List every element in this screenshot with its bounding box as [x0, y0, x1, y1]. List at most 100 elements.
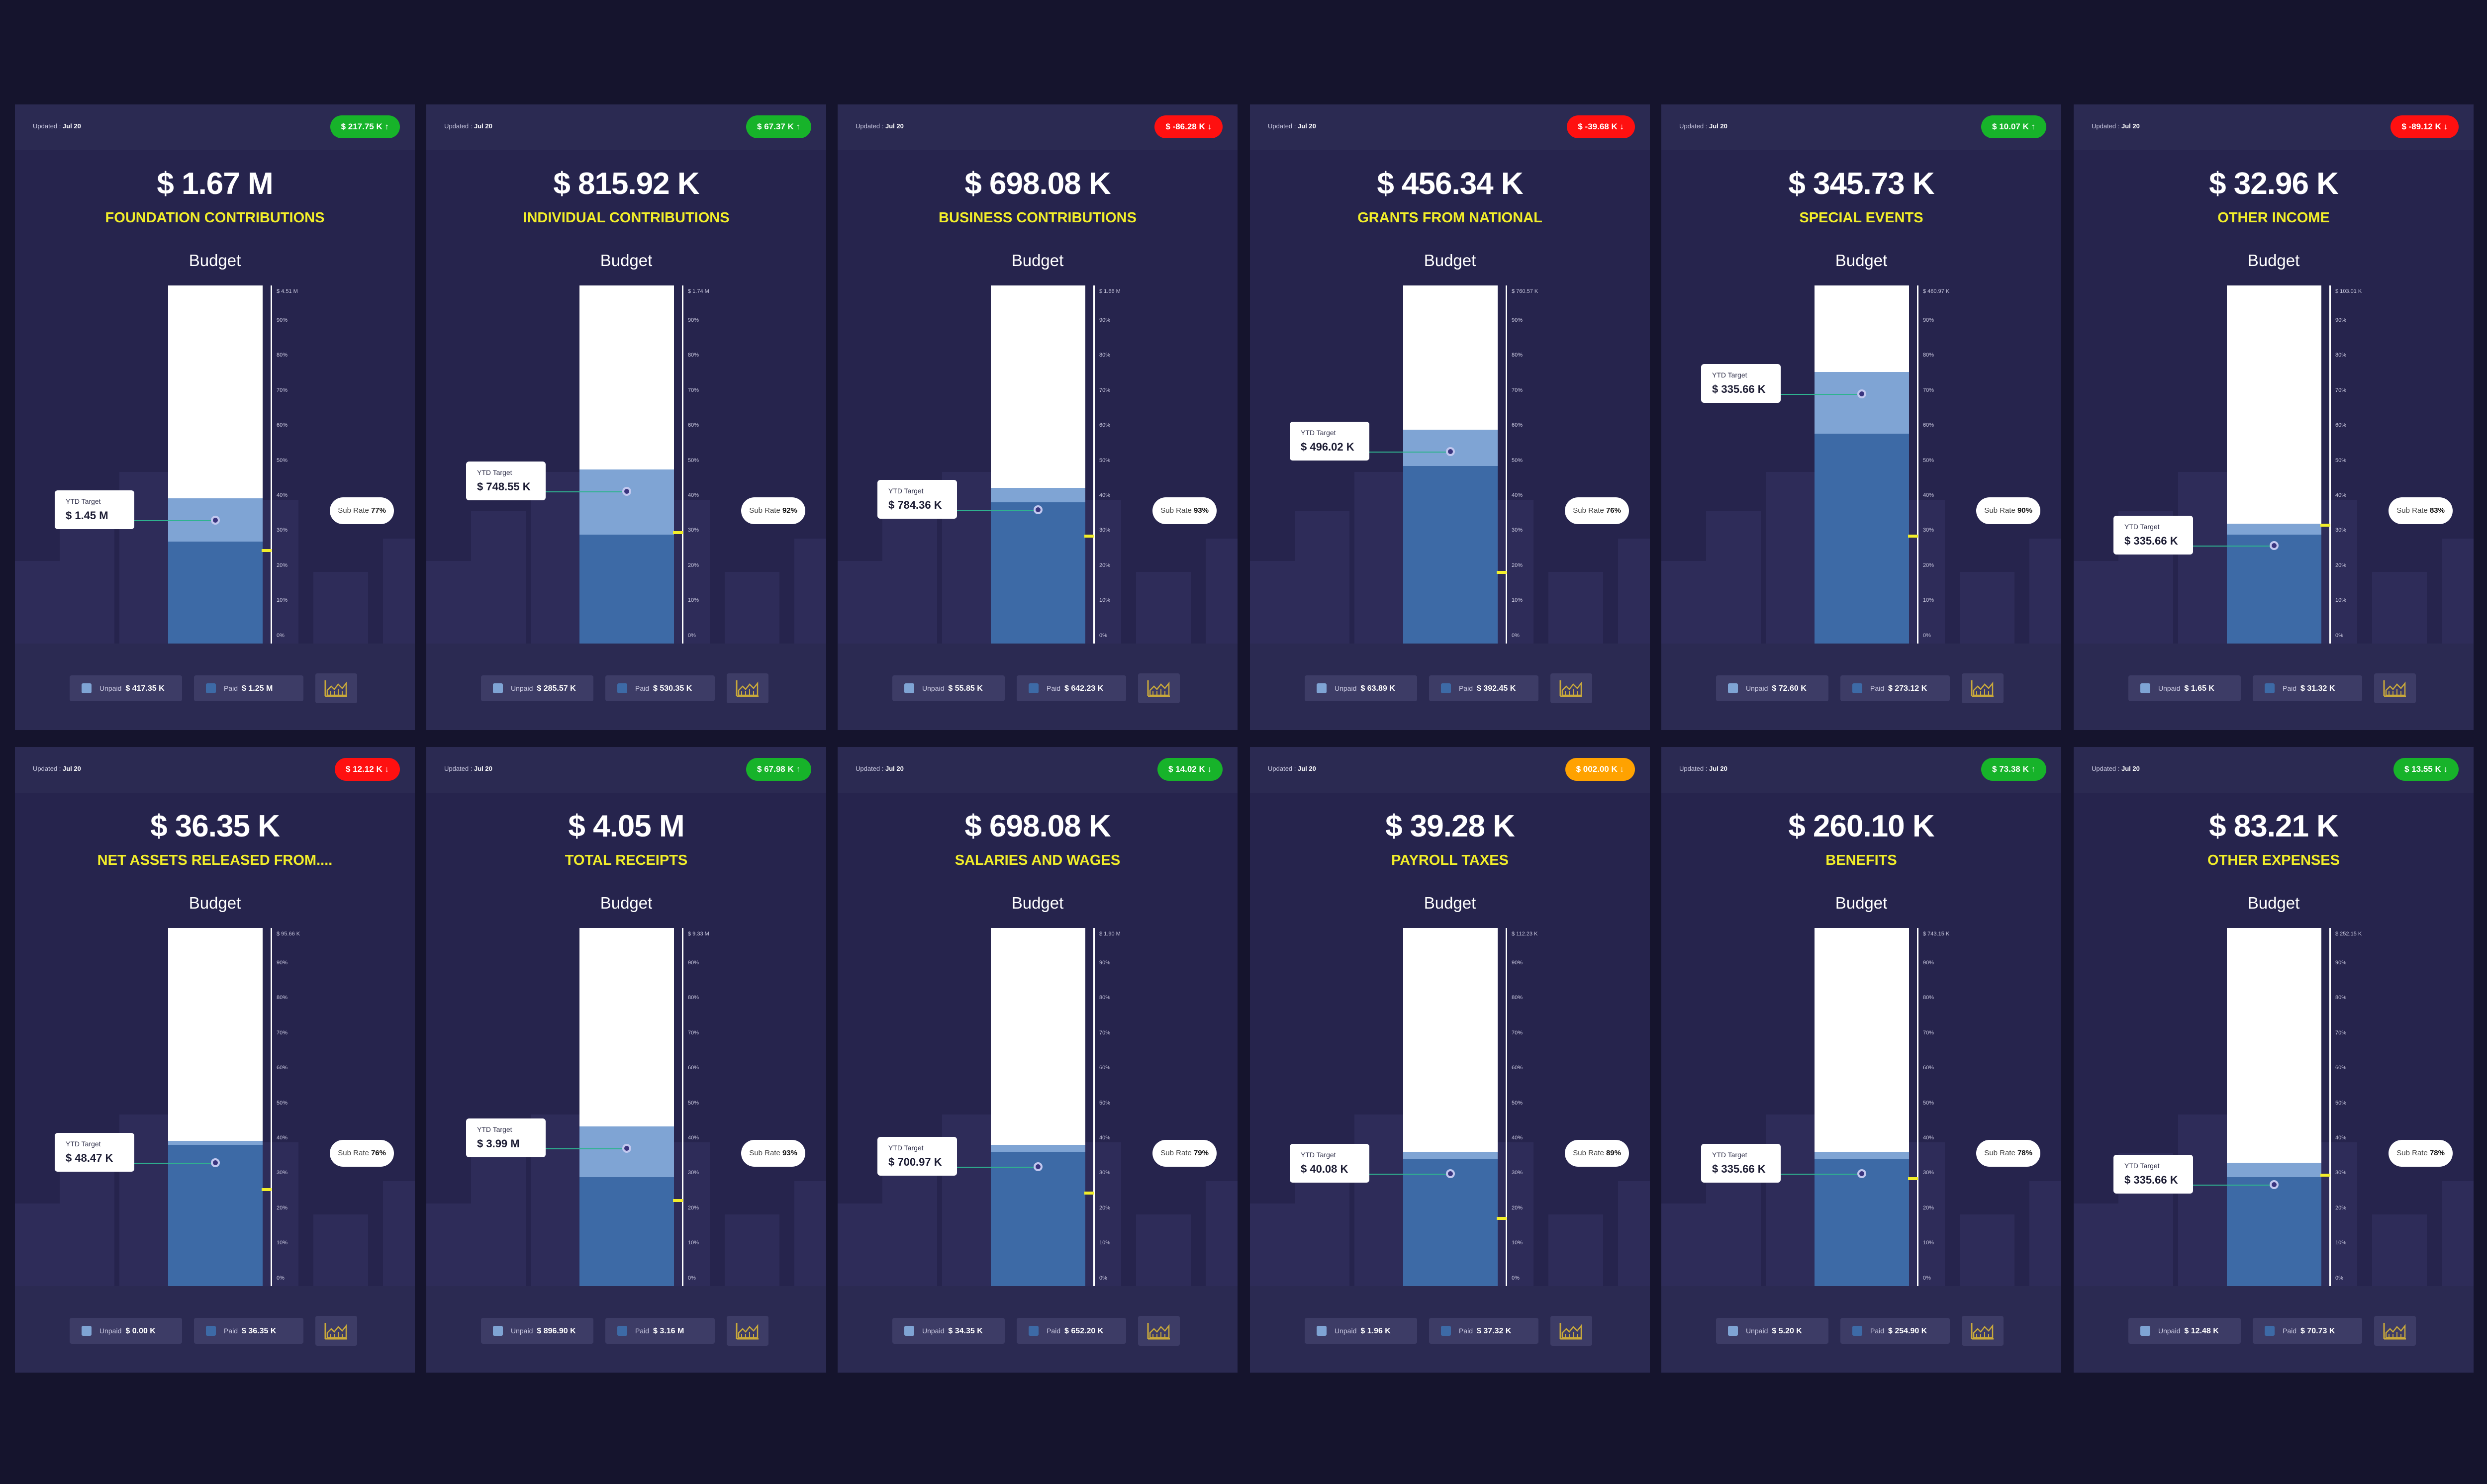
unpaid-legend-chip[interactable]: Unpaid $ 1.65 K: [2128, 675, 2241, 701]
unpaid-legend-chip[interactable]: Unpaid $ 12.48 K: [2128, 1318, 2241, 1344]
variance-badge[interactable]: $ 002.00 K ↓: [1565, 758, 1635, 781]
paid-legend-chip[interactable]: Paid $ 273.12 K: [1840, 675, 1950, 701]
trend-chart-button[interactable]: [1138, 673, 1180, 703]
variance-arrow-icon: ↓: [1207, 764, 1212, 774]
category-title: NET ASSETS RELEASED FROM....: [97, 852, 333, 868]
paid-legend-chip[interactable]: Paid $ 392.45 K: [1429, 675, 1538, 701]
variance-badge[interactable]: $ 10.07 K ↑: [1981, 115, 2046, 138]
trend-chart-button[interactable]: [2374, 1316, 2416, 1346]
updated-label: Updated :: [856, 765, 884, 772]
trend-chart-button[interactable]: [1962, 673, 2004, 703]
category-title: OTHER INCOME: [2217, 210, 2330, 226]
paid-legend-chip[interactable]: Paid $ 652.20 K: [1017, 1318, 1126, 1344]
sub-rate-label: Sub Rate: [749, 506, 780, 515]
unpaid-legend-chip[interactable]: Unpaid $ 1.96 K: [1305, 1318, 1417, 1344]
unpaid-label: Unpaid: [99, 684, 122, 692]
background-bar: [725, 572, 779, 645]
variance-badge[interactable]: $ 73.38 K ↑: [1981, 758, 2046, 781]
variance-badge[interactable]: $ 217.75 K ↑: [330, 115, 400, 138]
paid-legend-chip[interactable]: Paid $ 642.23 K: [1017, 675, 1126, 701]
unpaid-legend-chip[interactable]: Unpaid $ 72.60 K: [1716, 675, 1828, 701]
sub-rate-value: 89%: [1606, 1149, 1621, 1157]
axis-tick-label: 0%: [2335, 1275, 2343, 1281]
trend-chart-button[interactable]: [1962, 1316, 2004, 1346]
axis-tick-label: 30%: [688, 1170, 699, 1176]
paid-legend-chip[interactable]: Paid $ 1.25 M: [194, 675, 303, 701]
paid-legend-chip[interactable]: Paid $ 3.16 M: [605, 1318, 715, 1344]
background-bar: [1766, 1114, 1820, 1287]
variance-badge[interactable]: $ 12.12 K ↓: [335, 758, 400, 781]
bar-segment-paid: [168, 542, 263, 647]
trend-chart-button[interactable]: [2374, 673, 2416, 703]
trend-chart-button[interactable]: [1550, 1316, 1592, 1346]
variance-badge[interactable]: $ -86.28 K ↓: [1154, 115, 1223, 138]
ytd-target-dot[interactable]: [1034, 505, 1043, 514]
variance-badge[interactable]: $ 14.02 K ↓: [1157, 758, 1223, 781]
percent-axis: $ 252.15 K 90% 80% 70% 60% 50% 40% 30% 20% 10% 0%: [2329, 928, 2379, 1289]
paid-legend-chip[interactable]: Paid $ 31.32 K: [2253, 675, 2362, 701]
variance-badge[interactable]: $ 67.98 K ↑: [746, 758, 811, 781]
sub-rate-pill: Sub Rate 79%: [1152, 1140, 1217, 1167]
unpaid-legend-chip[interactable]: Unpaid $ 34.35 K: [892, 1318, 1005, 1344]
ytd-connector-line: [957, 1167, 1034, 1168]
background-bar: [313, 1214, 368, 1287]
budget-card: Updated : Jul 20 $ 73.38 K ↑ $ 260.10 K BEN…: [1661, 747, 2061, 1373]
budget-bar: [1815, 285, 1909, 647]
trend-chart-button[interactable]: [1550, 673, 1592, 703]
budget-label: Budget: [2247, 251, 2300, 270]
unpaid-legend-chip[interactable]: Unpaid $ 417.35 K: [70, 675, 182, 701]
unpaid-swatch: [493, 683, 503, 693]
paid-label: Paid: [2283, 1327, 2297, 1335]
paid-legend-chip[interactable]: Paid $ 254.90 K: [1840, 1318, 1950, 1344]
paid-legend-chip[interactable]: Paid $ 36.35 K: [194, 1318, 303, 1344]
paid-legend-chip[interactable]: Paid $ 70.73 K: [2253, 1318, 2362, 1344]
ytd-target-dot[interactable]: [1857, 1169, 1866, 1178]
ytd-target-label: YTD Target: [2124, 523, 2160, 531]
axis-tick-label: 40%: [277, 1135, 288, 1141]
ytd-target-dot[interactable]: [622, 1144, 631, 1153]
sub-rate-pill: Sub Rate 78%: [1976, 1140, 2040, 1167]
unpaid-legend-chip[interactable]: Unpaid $ 285.57 K: [481, 675, 593, 701]
axis-tick-label: 30%: [277, 1170, 288, 1176]
axis-tick-label: 60%: [688, 422, 699, 428]
card-header: Updated : Jul 20 $ 13.55 K ↓: [2074, 747, 2474, 793]
ytd-target-dot[interactable]: [2270, 1180, 2279, 1189]
updated-label: Updated :: [2092, 122, 2120, 130]
trend-chart-button[interactable]: [315, 1316, 357, 1346]
variance-badge[interactable]: $ -39.68 K ↓: [1567, 115, 1635, 138]
ytd-target-dot[interactable]: [2270, 541, 2279, 550]
unpaid-legend-chip[interactable]: Unpaid $ 63.89 K: [1305, 675, 1417, 701]
ytd-target-dot[interactable]: [1446, 447, 1455, 456]
total-amount: $ 1.67 M: [157, 167, 273, 201]
trend-chart-button[interactable]: [727, 1316, 768, 1346]
unpaid-legend-chip[interactable]: Unpaid $ 5.20 K: [1716, 1318, 1828, 1344]
ytd-target-dot[interactable]: [211, 516, 220, 525]
paid-legend-chip[interactable]: Paid $ 530.35 K: [605, 675, 715, 701]
ytd-target-dot[interactable]: [1857, 389, 1866, 398]
ytd-target-callout: YTD Target $ 748.55 K: [466, 462, 546, 500]
trend-chart-button[interactable]: [315, 673, 357, 703]
trend-chart-button[interactable]: [1138, 1316, 1180, 1346]
variance-badge[interactable]: $ 67.37 K ↑: [746, 115, 811, 138]
ytd-target-callout: YTD Target $ 1.45 M: [55, 490, 134, 529]
updated-date: Jul 20: [1298, 122, 1316, 130]
paid-legend-chip[interactable]: Paid $ 37.32 K: [1429, 1318, 1538, 1344]
trend-chart-button[interactable]: [727, 673, 768, 703]
unpaid-legend-chip[interactable]: Unpaid $ 0.00 K: [70, 1318, 182, 1344]
axis-tick-label: 20%: [1512, 1205, 1523, 1211]
variance-badge[interactable]: $ -89.12 K ↓: [2391, 115, 2459, 138]
unpaid-legend-chip[interactable]: Unpaid $ 896.90 K: [481, 1318, 593, 1344]
ytd-target-dot[interactable]: [1446, 1169, 1455, 1178]
category-title: TOTAL RECEIPTS: [565, 852, 688, 868]
variance-badge[interactable]: $ 13.55 K ↓: [2393, 758, 2459, 781]
ytd-target-dot[interactable]: [622, 487, 631, 496]
axis-tick-label: 10%: [277, 1240, 288, 1246]
unpaid-legend-chip[interactable]: Unpaid $ 55.85 K: [892, 675, 1005, 701]
total-amount: $ 456.34 K: [1377, 167, 1523, 201]
background-bar: [2178, 472, 2233, 645]
axis-tick-label: 70%: [2335, 1030, 2347, 1036]
ytd-target-dot[interactable]: [211, 1158, 220, 1167]
ytd-target-dot[interactable]: [1034, 1162, 1043, 1171]
axis-tick-label: 10%: [1512, 597, 1523, 603]
ytd-connector-line: [957, 510, 1034, 511]
